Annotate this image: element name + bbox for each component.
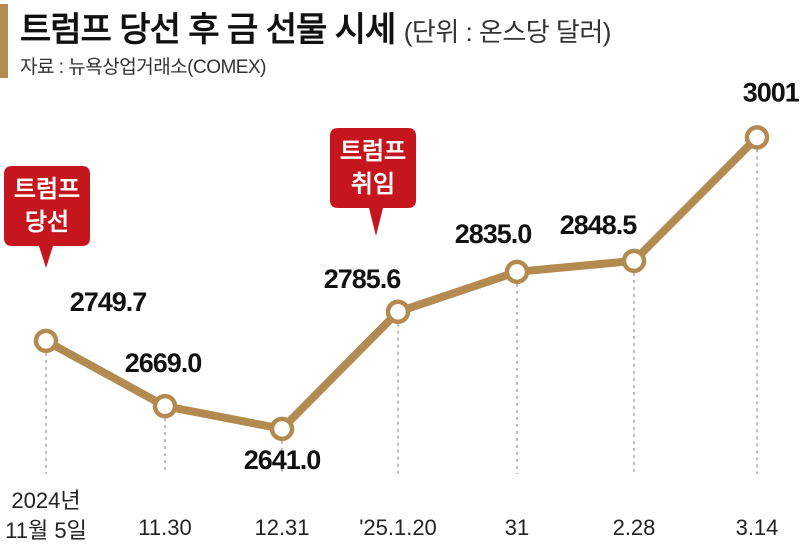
chart-unit: (단위 : 온스당 달러) — [403, 17, 612, 47]
callout-text: 당선 — [25, 208, 69, 236]
data-point — [385, 299, 411, 325]
callout-text: 트럼프 — [14, 175, 80, 203]
data-point — [33, 328, 59, 354]
value-label: 2749.7 — [70, 287, 147, 317]
value-label: 2835.0 — [455, 219, 532, 249]
x-tick-label: '25.1.20 — [359, 515, 437, 540]
x-tick-label: 11.30 — [138, 515, 191, 540]
data-point — [504, 259, 530, 285]
value-label: 3001.1 — [743, 77, 800, 107]
callout-text: 트럼프 — [340, 137, 406, 165]
callout-shape — [330, 128, 416, 236]
x-tick-label: 31 — [505, 515, 529, 540]
value-label: 2785.6 — [324, 264, 402, 294]
callout-shape — [4, 166, 90, 268]
data-point — [744, 125, 770, 150]
data-point — [269, 416, 295, 442]
value-label: 2669.0 — [125, 348, 202, 378]
x-tick-label: 11월 5일 — [5, 518, 87, 543]
value-label: 2641.0 — [244, 445, 321, 475]
x-tick-label: 3.14 — [736, 515, 779, 540]
data-point — [621, 248, 647, 274]
title-accent-bar — [0, 4, 8, 78]
chart-source: 자료 : 뉴욕상업거래소(COMEX) — [20, 57, 266, 78]
callout-text: 취임 — [351, 170, 395, 198]
x-tick-label: 12.31 — [254, 515, 309, 540]
chart-title: 트럼프 당선 후 금 선물 시세 (단위 : 온스당 달러) — [20, 2, 611, 51]
x-tick-label: 2024년 — [11, 488, 80, 513]
value-label: 2848.5 — [560, 210, 638, 240]
data-point — [152, 393, 178, 419]
chart-title-text: 트럼프 당선 후 금 선물 시세 — [20, 11, 396, 49]
x-tick-label: 2.28 — [613, 515, 656, 540]
